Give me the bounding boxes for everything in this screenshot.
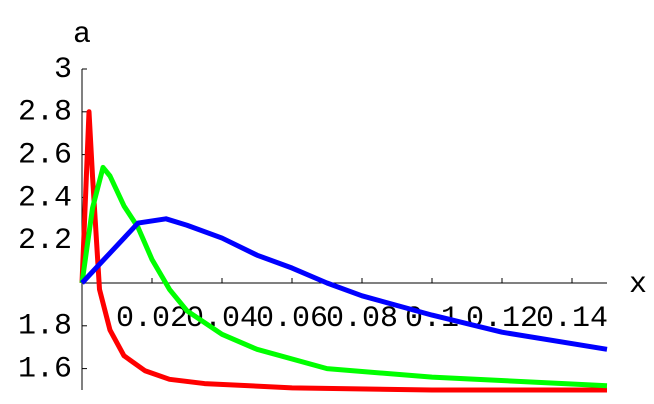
x-tick-label: 0.06 xyxy=(256,302,328,336)
x-tick-label: 0.08 xyxy=(326,302,398,336)
y-tick-label: 2.6 xyxy=(18,139,72,173)
series-line xyxy=(79,164,608,389)
y-axis-label: a xyxy=(73,18,91,52)
y-tick-label: 2.2 xyxy=(18,224,72,258)
y-tick-label: 2.4 xyxy=(18,181,72,215)
x-tick-label: 0.02 xyxy=(116,302,188,336)
series-line xyxy=(80,216,608,352)
y-tick-label: 1.6 xyxy=(18,353,72,387)
x-axis-label: x xyxy=(629,268,647,302)
series-line xyxy=(79,109,607,393)
y-tick-label: 2.8 xyxy=(18,96,72,130)
y-tick-label: 1.8 xyxy=(18,310,72,344)
y-tick-label: 3 xyxy=(54,53,72,87)
x-tick-label: 0.14 xyxy=(536,302,608,336)
